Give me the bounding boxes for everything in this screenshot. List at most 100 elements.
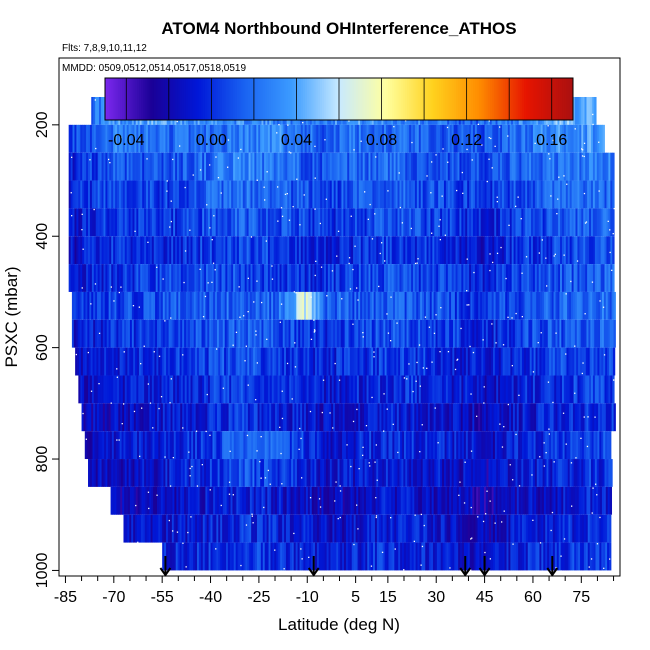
heat-cell [415, 514, 418, 543]
heat-cell [253, 514, 256, 543]
heat-cell [287, 236, 290, 265]
heat-cell [294, 291, 297, 320]
heat-cell [544, 152, 547, 181]
heat-cell [99, 180, 102, 209]
heat-cell [399, 180, 402, 209]
data-speck [280, 207, 283, 209]
heat-cell [219, 264, 222, 292]
heat-cell [380, 152, 383, 181]
heat-cell [411, 459, 414, 487]
heat-cell [291, 264, 294, 292]
heat-cell [474, 291, 477, 320]
heat-cell [360, 319, 363, 348]
heat-cell [524, 403, 527, 432]
heat-cell [437, 319, 440, 348]
heat-cell [260, 152, 263, 181]
heat-cell [434, 124, 437, 153]
heat-cell [316, 542, 320, 571]
heat-cell [191, 542, 194, 571]
heat-cell [252, 180, 255, 209]
heat-cell [413, 459, 416, 487]
heat-cell [430, 124, 433, 153]
heat-cell [360, 180, 364, 209]
heat-cell [115, 264, 118, 292]
heat-cell [603, 319, 607, 348]
heat-cell [160, 347, 163, 376]
heat-cell [430, 264, 433, 292]
heat-cell [465, 347, 469, 376]
heat-cell [84, 264, 87, 292]
heat-cell [184, 124, 188, 153]
heat-cell [255, 431, 258, 460]
heat-cell [290, 403, 293, 432]
heat-cell [99, 236, 102, 265]
heat-cell [422, 291, 425, 320]
data-speck [170, 220, 172, 223]
heat-cell [352, 291, 355, 320]
heat-cell [434, 180, 437, 209]
heat-cell [279, 236, 282, 265]
heat-cell [155, 180, 159, 209]
heat-cell [242, 236, 246, 265]
heat-cell [202, 264, 205, 292]
data-speck [207, 282, 209, 284]
heat-cell [368, 236, 371, 265]
heat-cell [221, 124, 224, 153]
heat-cell [134, 375, 137, 404]
data-speck [81, 229, 83, 231]
heat-cell [416, 264, 420, 292]
heat-cell [306, 375, 309, 404]
heat-cell [95, 152, 99, 181]
heat-cell [556, 347, 560, 376]
data-speck [473, 271, 475, 274]
data-speck [256, 179, 258, 181]
heat-cell [393, 208, 396, 237]
heat-cell [313, 291, 317, 320]
heat-cell [106, 431, 109, 460]
heat-cell [155, 375, 159, 404]
heat-cell [325, 124, 329, 153]
heat-cell [74, 180, 77, 209]
heat-cell [549, 431, 552, 460]
heat-cell [295, 431, 298, 460]
heat-cell [262, 514, 266, 543]
heat-cell [159, 375, 162, 404]
heat-cell [451, 208, 455, 237]
heat-cell [418, 264, 422, 292]
heat-cell [501, 291, 504, 320]
data-speck [94, 283, 97, 285]
heat-cell [184, 459, 188, 487]
heat-cell [556, 375, 559, 404]
heat-cell [233, 208, 236, 237]
heat-cell [246, 124, 249, 153]
heat-cell [407, 375, 410, 404]
heat-cell [586, 319, 589, 348]
heat-cell [407, 431, 411, 460]
heat-cell [108, 319, 111, 348]
heat-cell [604, 459, 607, 487]
data-speck [277, 220, 279, 222]
heat-cell [155, 486, 158, 515]
heat-cell [162, 347, 165, 376]
heat-cell [123, 514, 126, 543]
heat-cell [592, 291, 595, 320]
heat-cell [492, 542, 496, 571]
heat-cell [183, 431, 186, 460]
heat-cell [461, 180, 464, 209]
heat-cell [505, 180, 509, 209]
data-speck [583, 192, 586, 195]
heat-cell [196, 514, 200, 543]
heat-cell [318, 236, 321, 265]
heat-cell [283, 459, 286, 487]
heat-cell [302, 264, 306, 292]
heat-cell [262, 180, 265, 209]
heat-cell [267, 291, 270, 320]
heat-cell [247, 431, 250, 460]
heat-cell [450, 542, 453, 571]
heat-cell [207, 319, 210, 348]
heat-cell [521, 375, 524, 404]
heat-cell [559, 486, 562, 515]
heat-cell [465, 431, 469, 460]
heat-cell [540, 486, 543, 515]
heat-cell [93, 236, 97, 265]
